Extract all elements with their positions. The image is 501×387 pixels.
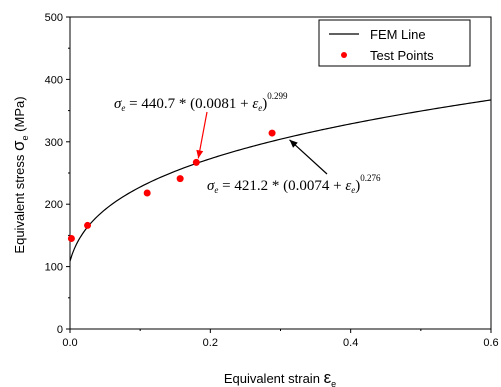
fem-equation-arrow xyxy=(289,139,328,175)
test-point xyxy=(143,189,151,197)
test-equation-annotation: σe = 440.7 * (0.0081 + εe)0.299 xyxy=(114,91,288,159)
y-tick-label: 400 xyxy=(45,74,63,86)
x-axis-label: Equivalent strain εe xyxy=(224,368,336,387)
legend-label-fem: FEM Line xyxy=(370,27,426,42)
x-axis-ticks: 0.0 0.2 0.4 0.6 xyxy=(62,329,499,349)
test-point xyxy=(176,175,184,183)
legend-marker-swatch xyxy=(341,52,347,58)
x-tick-label: 0.2 xyxy=(203,337,218,349)
fem-line-series xyxy=(69,99,492,262)
legend-box xyxy=(318,19,471,67)
x-tick-label: 0.4 xyxy=(343,337,358,349)
x-tick-label: 0.6 xyxy=(483,337,498,349)
y-tick-label: 300 xyxy=(45,137,63,149)
test-point xyxy=(67,235,75,243)
test-point xyxy=(192,158,200,166)
legend-label-test: Test Points xyxy=(370,48,434,63)
y-axis-ticks: 0 100 200 300 400 500 xyxy=(45,12,70,336)
test-points-series xyxy=(67,129,276,243)
y-tick-label: 500 xyxy=(45,12,63,24)
test-equation-arrowhead xyxy=(196,149,204,159)
fem-equation-annotation: σe = 421.2 * (0.0074 + εe)0.276 xyxy=(207,139,381,195)
x-tick-label: 0.0 xyxy=(62,337,77,349)
test-equation-text: σe = 440.7 * (0.0081 + εe)0.299 xyxy=(114,91,288,113)
y-tick-label: 100 xyxy=(45,262,63,274)
y-axis-label: Equivalent stress σe (MPa) xyxy=(9,96,30,253)
test-point xyxy=(268,129,276,137)
fem-equation-arrowhead xyxy=(289,139,298,148)
y-tick-label: 0 xyxy=(57,324,63,336)
y-tick-label: 200 xyxy=(45,199,63,211)
fem-equation-text: σe = 421.2 * (0.0074 + εe)0.276 xyxy=(207,173,381,195)
test-point xyxy=(84,221,92,229)
legend: FEM Line Test Points xyxy=(318,19,471,67)
